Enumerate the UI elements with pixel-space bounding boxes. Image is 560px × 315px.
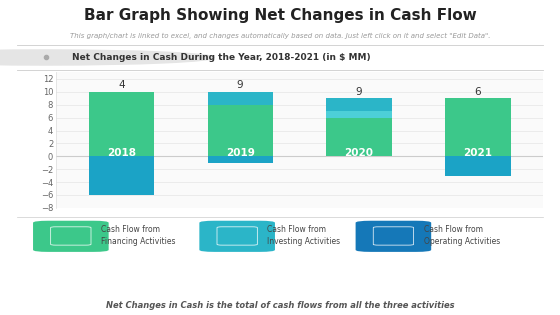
Bar [445, 98, 511, 156]
Bar [326, 117, 391, 156]
Bar [88, 92, 154, 156]
Text: 2018: 2018 [107, 148, 136, 158]
Text: 2019: 2019 [226, 148, 255, 158]
Bar [208, 156, 273, 163]
Text: 4: 4 [118, 80, 125, 90]
Text: This graph/chart is linked to excel, and changes automatically based on data. Ju: This graph/chart is linked to excel, and… [70, 33, 490, 39]
Text: Cash Flow from
Investing Activities: Cash Flow from Investing Activities [267, 225, 340, 246]
Bar [326, 98, 391, 111]
Text: Bar Graph Showing Net Changes in Cash Flow: Bar Graph Showing Net Changes in Cash Fl… [83, 8, 477, 23]
Bar [88, 156, 154, 195]
Bar [445, 156, 511, 176]
Text: 6: 6 [474, 87, 481, 97]
Bar [326, 111, 391, 117]
Text: 9: 9 [237, 80, 244, 90]
Text: Cash Flow from
Financing Activities: Cash Flow from Financing Activities [101, 225, 176, 246]
Text: Net Changes in Cash During the Year, 2018-2021 (in $ MM): Net Changes in Cash During the Year, 201… [72, 53, 371, 62]
Text: Net Changes in Cash is the total of cash flows from all the three activities: Net Changes in Cash is the total of cash… [106, 301, 454, 310]
Bar [208, 105, 273, 156]
Text: 9: 9 [356, 87, 362, 97]
Circle shape [0, 50, 214, 65]
Text: 2020: 2020 [344, 148, 374, 158]
FancyBboxPatch shape [199, 221, 275, 252]
FancyBboxPatch shape [356, 221, 431, 252]
Text: 2021: 2021 [463, 148, 492, 158]
FancyBboxPatch shape [33, 221, 109, 252]
Bar [208, 92, 273, 105]
Text: Cash Flow from
Operating Activities: Cash Flow from Operating Activities [424, 225, 500, 246]
